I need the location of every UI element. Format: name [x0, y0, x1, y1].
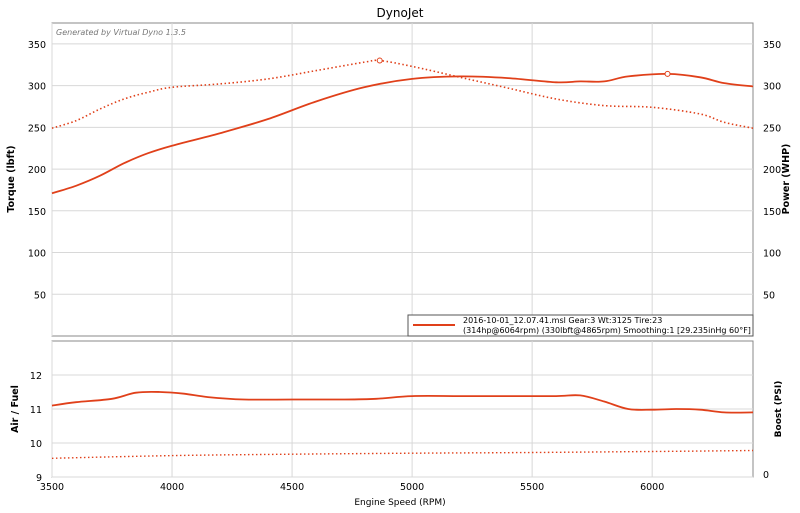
legend: 2016-10-01_12.07.41.msl Gear:3 Wt:3125 T…	[407, 314, 754, 337]
power-tick-label: 200	[763, 165, 781, 176]
top-y-axis-left: 50 100 150 200 250 300 350	[28, 40, 46, 301]
torque-tick-label: 100	[28, 249, 46, 260]
power-tick-label: 300	[763, 82, 781, 93]
afr-tick-label: 9	[36, 473, 42, 484]
torque-tick-label: 50	[34, 290, 46, 301]
rpm-tick-label: 3500	[40, 482, 64, 493]
afr-tick-label: 11	[30, 405, 42, 416]
legend-line-1: 2016-10-01_12.07.41.msl Gear:3 Wt:3125 T…	[463, 316, 662, 325]
power-tick-label: 100	[763, 249, 781, 260]
power-line	[51, 72, 754, 195]
boost-line	[51, 449, 754, 459]
x-axis: 3500 4000 4500 5000 5500 6000	[40, 482, 664, 493]
power-tick-label: 250	[763, 123, 781, 134]
rpm-tick-label: 6000	[640, 482, 664, 493]
torque-tick-label: 150	[28, 207, 46, 218]
top-series-group	[51, 57, 754, 195]
air-fuel-line	[51, 390, 754, 414]
torque-tick-label: 250	[28, 123, 46, 134]
afr-tick-label: 10	[30, 439, 42, 450]
afr-axis-label: Air / Fuel	[10, 385, 21, 433]
power-tick-label: 150	[763, 207, 781, 218]
bottom-y-axis-right: 0	[763, 470, 769, 481]
torque-tick-label: 200	[28, 165, 46, 176]
torque-tick-label: 300	[28, 82, 46, 93]
chart-title: DynoJet	[377, 6, 424, 20]
rpm-tick-label: 5500	[520, 482, 544, 493]
boost-axis-label: Boost (PSI)	[774, 381, 784, 438]
top-y-axis-right: 50 100 150 200 250 300 350	[763, 40, 781, 301]
rpm-tick-label: 4000	[160, 482, 184, 493]
bottom-series-group	[51, 390, 754, 459]
top-grid	[51, 23, 753, 336]
legend-line-2: (314hp@6064rpm) (330lbft@4865rpm) Smooth…	[463, 326, 751, 335]
watermark: Generated by Virtual Dyno 1.3.5	[56, 28, 186, 37]
top-plot-area	[51, 22, 754, 337]
rpm-tick-label: 4500	[280, 482, 304, 493]
torque-tick-label: 350	[28, 40, 46, 51]
rpm-tick-label: 5000	[400, 482, 424, 493]
torque-peak-marker	[376, 57, 383, 64]
power-peak-marker	[664, 70, 671, 77]
afr-tick-label: 12	[30, 371, 42, 382]
x-axis-label: Engine Speed (RPM)	[354, 498, 445, 508]
power-tick-label: 350	[763, 40, 781, 51]
legend-box	[407, 314, 754, 337]
torque-axis-label: Torque (lbft)	[6, 145, 17, 212]
power-tick-label: 50	[763, 290, 775, 301]
power-axis-label: Power (WHP)	[781, 144, 792, 215]
boost-tick-label: 0	[763, 470, 769, 481]
bottom-y-axis-left: 9 10 11 12	[30, 371, 42, 484]
